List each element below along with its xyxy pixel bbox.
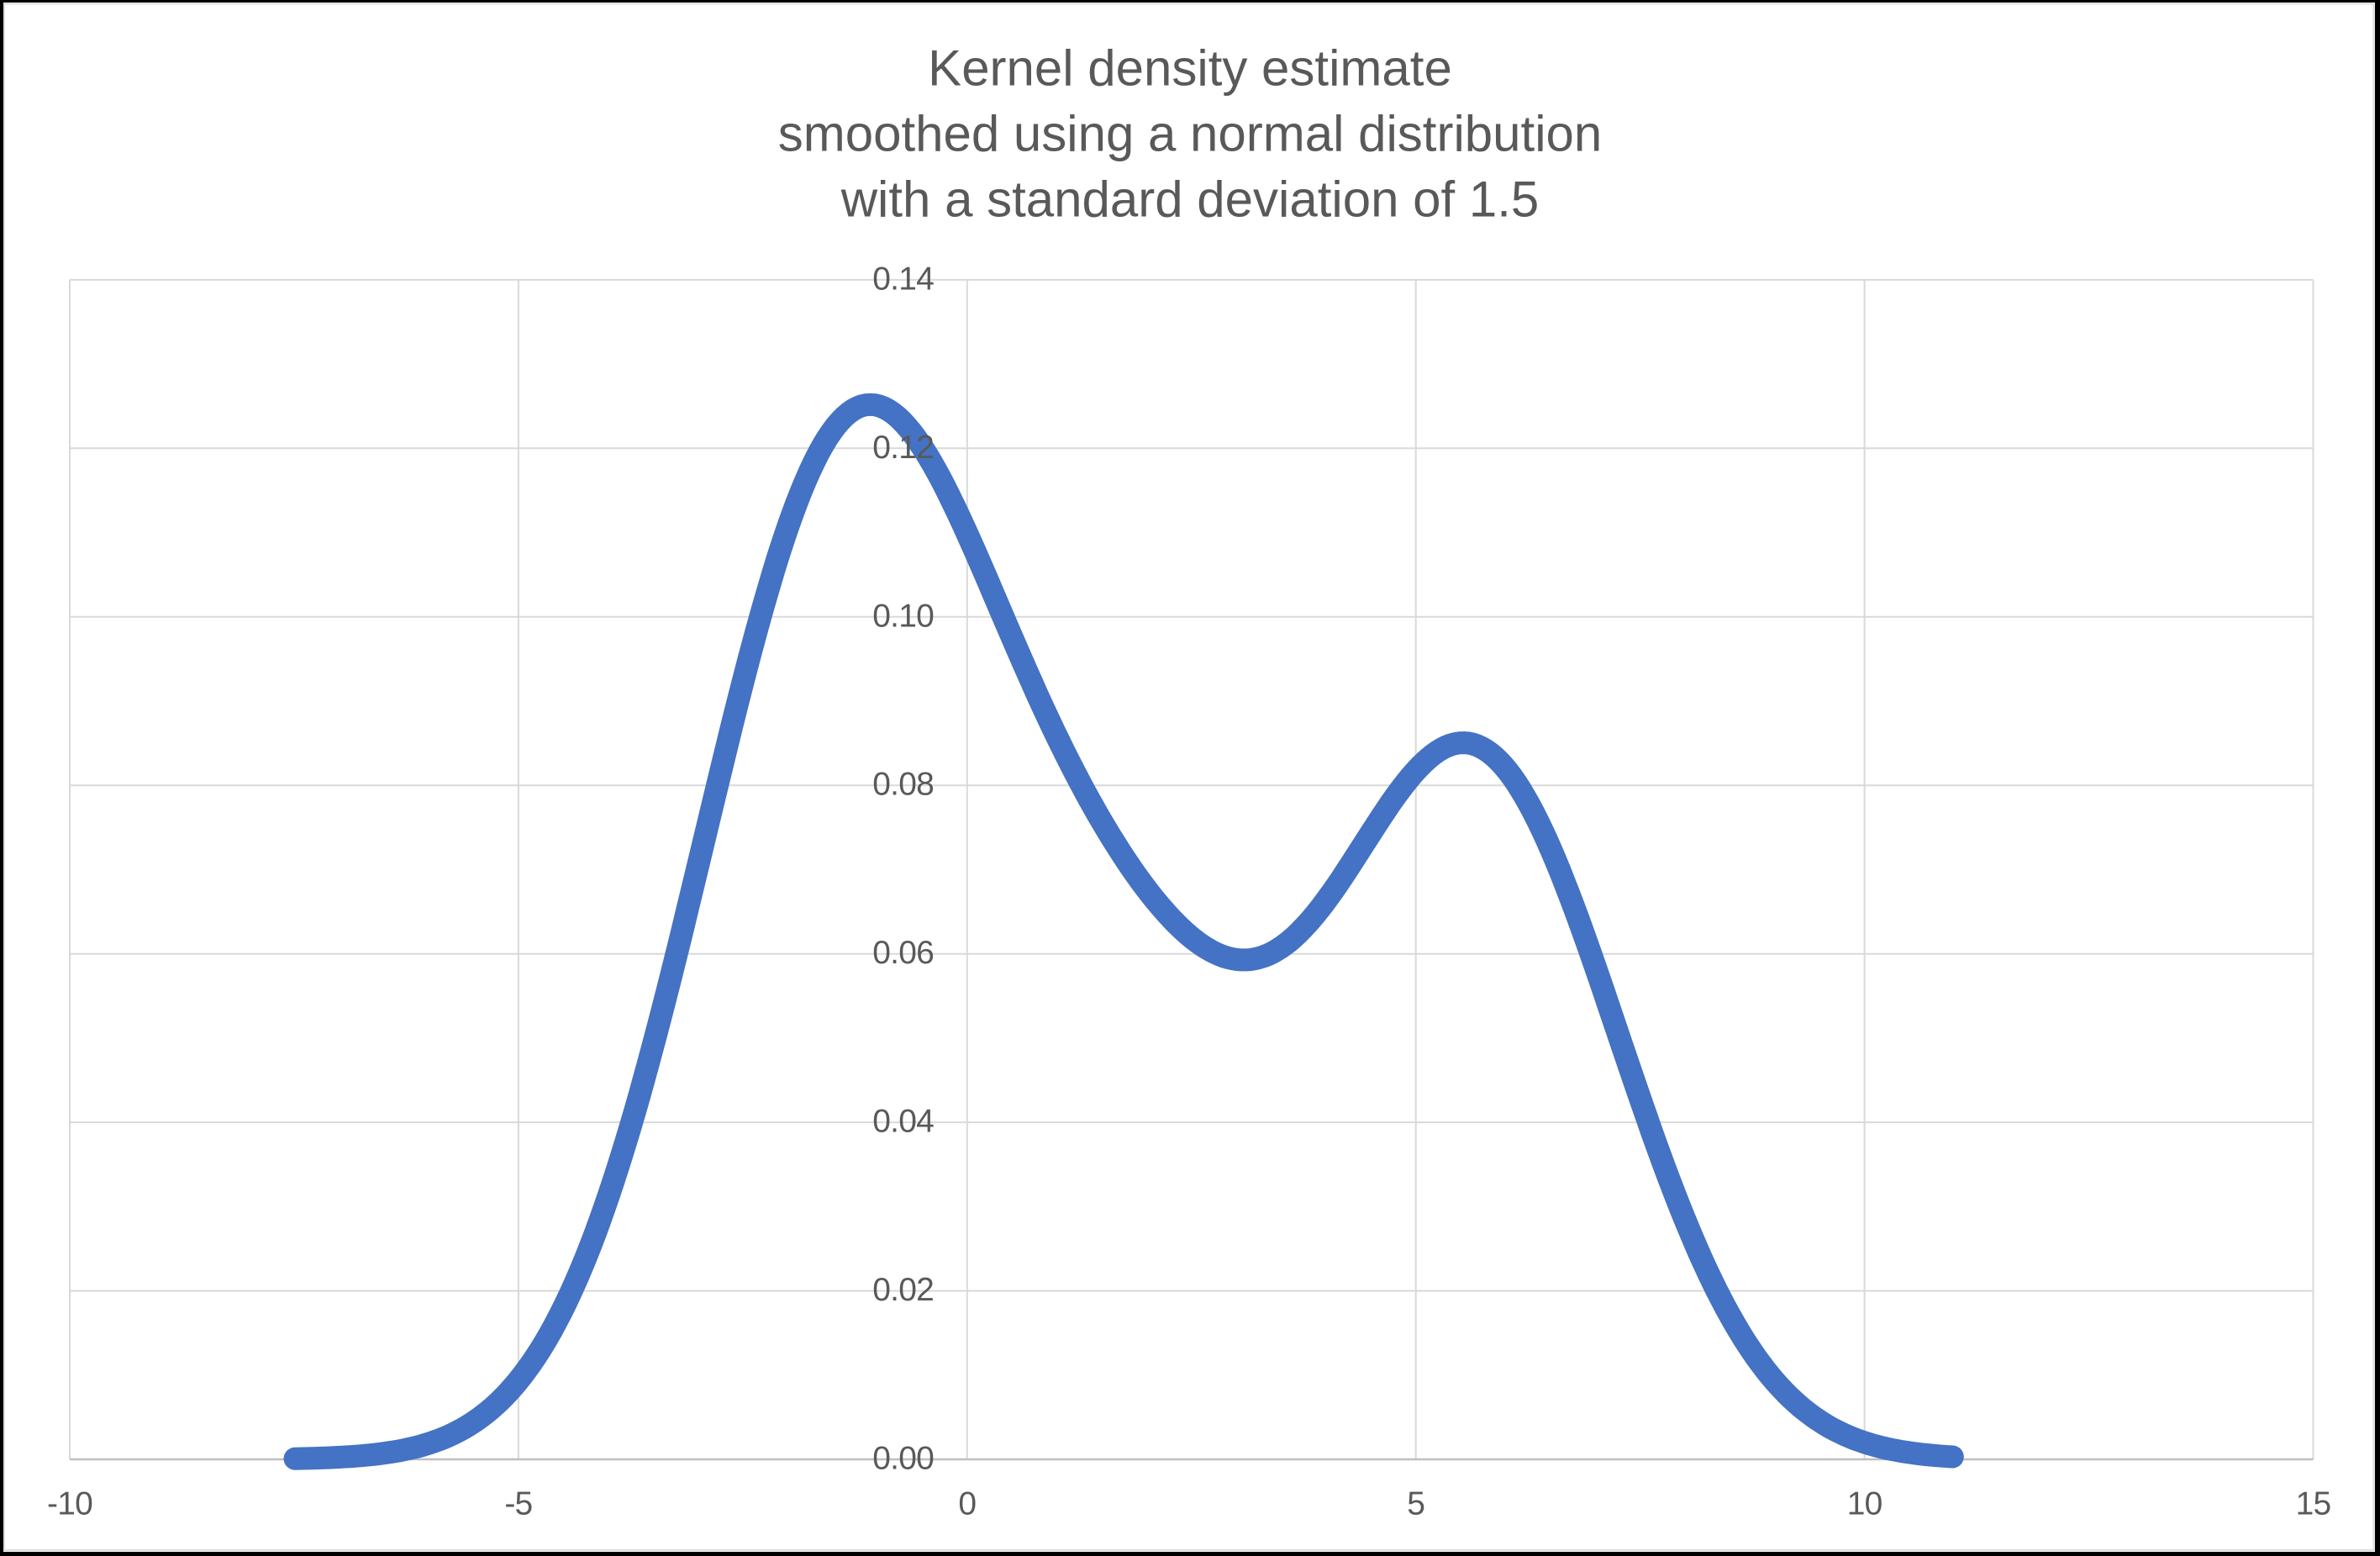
svg-text:smoothed using a normal distri: smoothed using a normal distribution [778, 105, 1603, 161]
svg-text:0.02: 0.02 [872, 1272, 934, 1308]
svg-text:15: 15 [2296, 1486, 2331, 1522]
svg-text:0.04: 0.04 [872, 1104, 934, 1140]
svg-text:0.12: 0.12 [872, 430, 934, 466]
svg-text:10: 10 [1847, 1486, 1882, 1522]
svg-text:-10: -10 [47, 1486, 92, 1522]
svg-text:0.14: 0.14 [872, 261, 934, 297]
svg-text:0.06: 0.06 [872, 935, 934, 971]
svg-text:0.10: 0.10 [872, 598, 934, 634]
svg-text:Kernel density estimate: Kernel density estimate [928, 40, 1452, 97]
svg-text:5: 5 [1407, 1486, 1424, 1522]
svg-text:0.00: 0.00 [872, 1441, 934, 1477]
svg-text:with a standard deviation of 1: with a standard deviation of 1.5 [840, 171, 1540, 227]
svg-text:-5: -5 [504, 1486, 532, 1522]
svg-text:0: 0 [958, 1486, 976, 1522]
svg-text:0.08: 0.08 [872, 767, 934, 803]
